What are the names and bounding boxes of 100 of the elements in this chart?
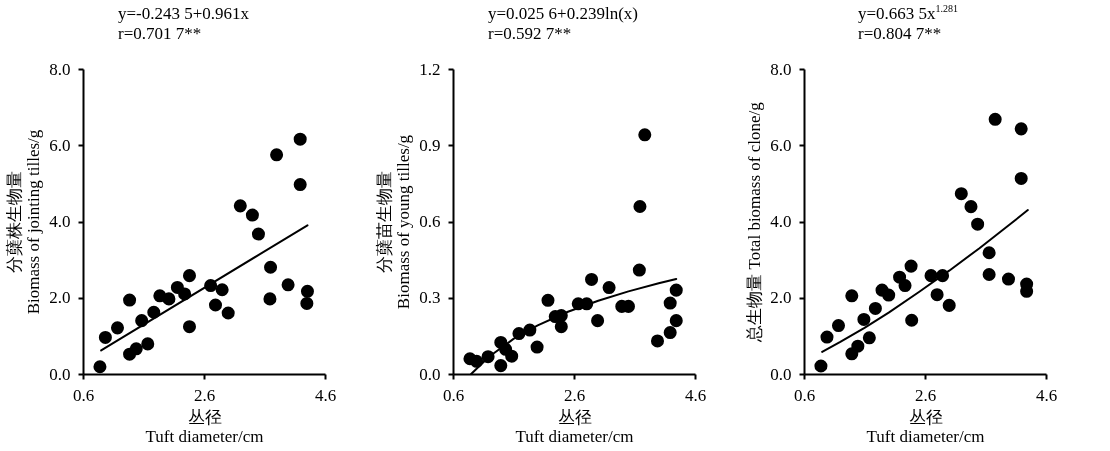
point (141, 337, 155, 351)
x-tick-label: 4.6 (314, 385, 337, 405)
point (182, 320, 196, 334)
point (831, 319, 845, 333)
x-tick-label: 4.6 (1035, 385, 1058, 405)
point (494, 359, 508, 373)
y-tick-label: 0.9 (419, 135, 441, 155)
point (982, 267, 996, 281)
line-series (821, 209, 1029, 353)
point (251, 227, 265, 241)
point (300, 284, 314, 298)
point (942, 298, 956, 312)
point (632, 263, 646, 277)
x-axis-title: 丛径 Tuft diameter/cm (515, 407, 634, 446)
point (930, 288, 944, 302)
point (669, 314, 683, 328)
y-axis-title: 分蘖株生物量 Biomass of jointing tilles/g (5, 129, 44, 315)
point (845, 289, 859, 303)
chart-title: y=0.663 5x$^{1.281}$ (858, 3, 959, 23)
y-tick-label: 0.3 (419, 288, 441, 308)
point (857, 312, 871, 326)
point (851, 339, 865, 353)
point (98, 330, 112, 344)
point (924, 269, 938, 283)
point (245, 208, 259, 222)
x-axis-title: 丛径 Tuft diameter/cm (145, 407, 264, 446)
y-tick-label: 0.0 (49, 364, 71, 384)
point (215, 283, 229, 297)
x-tick-label: 2.6 (193, 385, 216, 405)
x-tick-label: 4.6 (684, 385, 707, 405)
point (982, 246, 996, 260)
y-axis-title: 总生物量 Total biomass of clone/g (745, 101, 765, 343)
y-tick-label: 0.0 (770, 364, 792, 384)
point (602, 281, 616, 295)
point (300, 296, 314, 310)
x-tick-label: 2.6 (563, 385, 586, 405)
point (110, 321, 124, 335)
x-tick-label: 0.6 (72, 385, 95, 405)
chart-subtitle: r=0.804 7** (858, 24, 942, 43)
y-tick-label: 2.0 (770, 288, 792, 308)
point (1014, 122, 1028, 136)
y-tick-label: 4.0 (49, 212, 71, 231)
x-axis-title: 丛径 Tuft diameter/cm (866, 407, 985, 446)
point (898, 279, 912, 293)
point (505, 349, 519, 363)
point (281, 278, 295, 292)
point (663, 326, 677, 340)
chart-title: y=0.025 6+0.239ln(x) (488, 4, 638, 23)
point (904, 259, 918, 273)
point (129, 342, 143, 356)
point (541, 293, 555, 307)
point (1014, 171, 1028, 185)
point (263, 292, 277, 306)
point (669, 283, 683, 297)
x-tick-label: 0.6 (793, 385, 816, 405)
point (221, 306, 235, 320)
point (905, 313, 919, 327)
point (182, 269, 196, 283)
point (971, 217, 985, 231)
y-tick-label: 8.0 (770, 59, 792, 79)
point (820, 330, 834, 344)
y-axis-title: 分蘖苗生物量 Biomass of young tilles/g (375, 134, 414, 310)
point (988, 112, 1002, 126)
point (1001, 272, 1016, 286)
point (585, 272, 599, 286)
point (650, 334, 665, 348)
y-tick-label: 4.0 (770, 212, 792, 231)
point (862, 331, 876, 345)
point (208, 298, 223, 312)
point (293, 132, 307, 146)
y-tick-label: 6.0 (770, 135, 792, 155)
point (293, 178, 307, 192)
point (663, 296, 677, 310)
point (93, 360, 107, 374)
x-tick-label: 0.6 (442, 385, 465, 405)
point (633, 200, 647, 214)
chart-subtitle: r=0.592 7** (488, 24, 572, 43)
point (882, 288, 896, 302)
point (233, 199, 247, 213)
point (964, 200, 978, 214)
y-tick-label: 8.0 (49, 59, 71, 79)
point (638, 128, 652, 142)
point (814, 359, 828, 373)
point (868, 301, 882, 315)
y-tick-label: 0.0 (419, 364, 441, 384)
point (954, 187, 968, 201)
point (530, 340, 544, 354)
y-tick-label: 2.0 (49, 288, 71, 308)
point (554, 320, 568, 334)
point (591, 314, 605, 328)
point (162, 292, 176, 306)
y-tick-label: 1.2 (419, 59, 441, 79)
y-tick-label: 6.0 (49, 135, 71, 155)
x-tick-label: 2.6 (914, 385, 937, 405)
chart-subtitle: r=0.701 7** (118, 24, 202, 43)
y-tick-label: 0.6 (419, 212, 441, 231)
point (270, 148, 284, 162)
point (123, 293, 137, 307)
point (264, 260, 278, 274)
chart-title: y=-0.243 5+0.961x (118, 4, 250, 23)
